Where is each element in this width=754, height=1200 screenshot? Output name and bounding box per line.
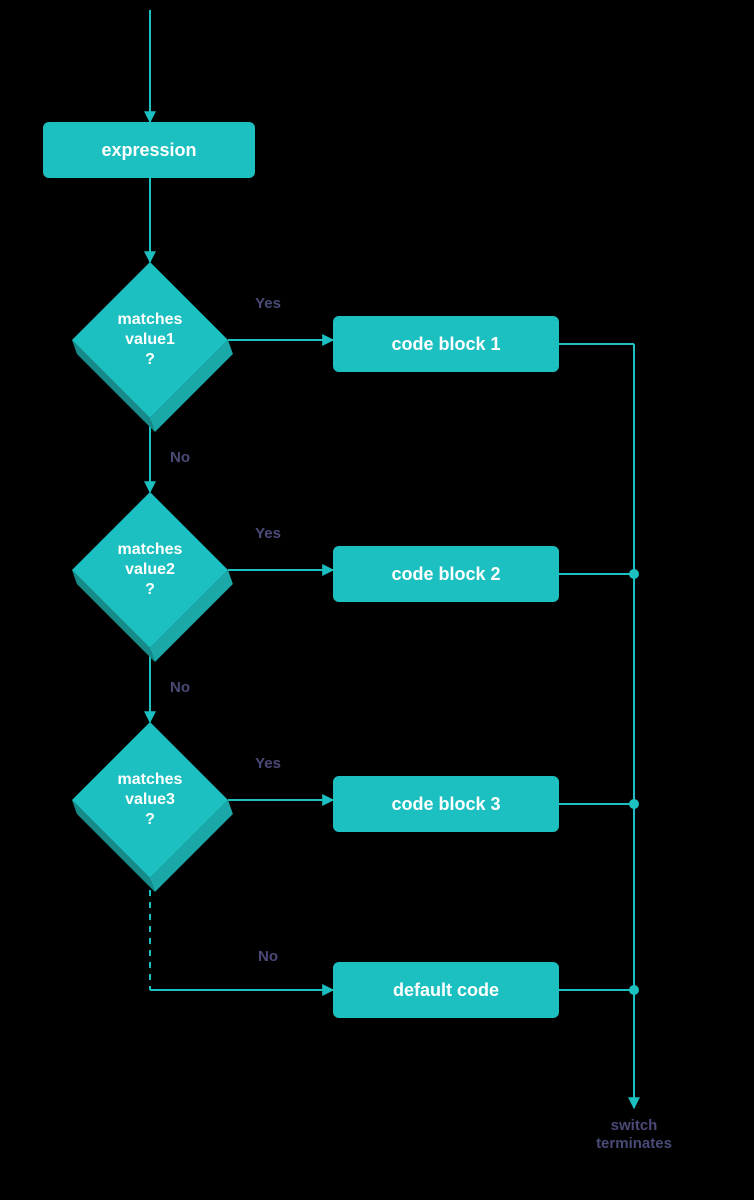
node-label-d3-l2: ? — [145, 811, 155, 828]
edge-label-e-d2-d3: No — [170, 679, 190, 696]
terminal-label-l1: terminates — [596, 1135, 672, 1152]
terminal-label-l0: switch — [611, 1117, 658, 1134]
edge-label-e-d1-cb1: Yes — [255, 295, 281, 312]
node-label-cb2: code block 2 — [391, 564, 500, 584]
node-label-d3-l0: matches — [118, 771, 183, 788]
edge-label-e-d3-def: No — [258, 948, 278, 965]
node-label-expression: expression — [101, 140, 196, 160]
node-label-d1-l0: matches — [118, 311, 183, 328]
node-label-d2-l1: value2 — [125, 561, 175, 578]
edge-label-e-d3-cb3: Yes — [255, 755, 281, 772]
node-label-d1-l2: ? — [145, 351, 155, 368]
node-label-def: default code — [393, 980, 499, 1000]
node-label-d3-l1: value3 — [125, 791, 175, 808]
edge-label-e-d2-cb2: Yes — [255, 525, 281, 542]
node-label-cb1: code block 1 — [391, 334, 500, 354]
node-label-cb3: code block 3 — [391, 794, 500, 814]
node-label-d2-l0: matches — [118, 541, 183, 558]
node-label-d2-l2: ? — [145, 581, 155, 598]
edge-label-e-d1-d2: No — [170, 449, 190, 466]
node-label-d1-l1: value1 — [125, 331, 175, 348]
